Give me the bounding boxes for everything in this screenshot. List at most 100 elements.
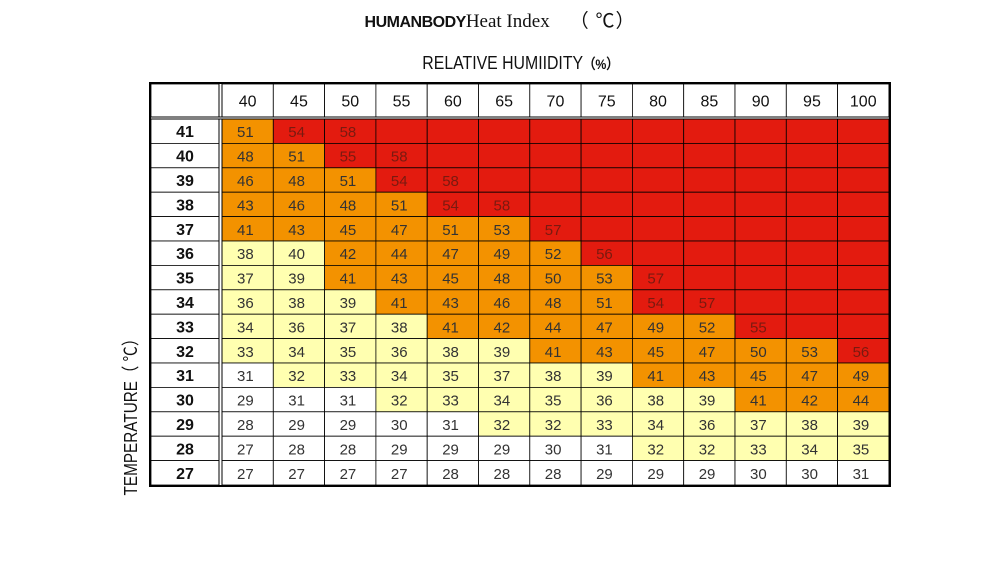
column-header-cell <box>734 83 787 118</box>
cell-value: 38 <box>647 393 664 410</box>
cell-value: 57 <box>699 295 716 312</box>
cell-value: 38 <box>801 417 818 434</box>
cell-value: 54 <box>288 124 305 141</box>
cell-value: 33 <box>340 368 357 385</box>
cell-value: 43 <box>391 271 408 288</box>
y-tick-label: 36 <box>176 246 194 263</box>
cell-value: 39 <box>340 295 357 312</box>
cell-value: 29 <box>237 393 254 410</box>
row-header-cell <box>150 313 220 340</box>
cell-value: 33 <box>237 344 254 361</box>
heat-cell <box>734 240 787 266</box>
cell-value: 48 <box>288 173 305 190</box>
cell-value: 49 <box>647 319 664 336</box>
heat-cell <box>734 362 787 388</box>
cell-value: 32 <box>699 441 716 458</box>
y-tick-label: 35 <box>176 271 194 288</box>
cell-value: 38 <box>237 246 254 263</box>
cell-value: 43 <box>237 197 254 214</box>
heat-cell <box>580 118 633 144</box>
column-header-cell <box>785 83 838 118</box>
cell-value: 34 <box>494 393 511 410</box>
heat-cell <box>529 191 582 217</box>
cell-value: 28 <box>288 441 305 458</box>
cell-value: 49 <box>853 368 870 385</box>
heat-cell <box>272 216 325 242</box>
heat-cell <box>221 386 274 413</box>
heat-cell <box>683 435 736 462</box>
heat-cell <box>837 240 890 266</box>
heat-cell <box>221 435 274 462</box>
heat-cell <box>580 240 633 266</box>
cell-value: 57 <box>545 222 562 239</box>
cell-value: 30 <box>391 417 408 434</box>
heat-cell <box>529 435 582 462</box>
heat-cell <box>324 386 377 413</box>
x-tick-label: 75 <box>598 94 616 111</box>
heat-cell <box>272 118 325 144</box>
cell-value: 55 <box>340 149 357 166</box>
heat-cell <box>785 167 838 193</box>
y-tick-label: 37 <box>176 222 194 239</box>
heat-cell <box>632 264 685 291</box>
heat-cell <box>785 411 838 437</box>
cell-value: 53 <box>494 222 511 239</box>
row-header-cell <box>150 362 220 388</box>
column-header-cell <box>837 83 890 118</box>
cell-value: 51 <box>596 295 613 312</box>
cell-value: 48 <box>340 197 357 214</box>
heat-cell <box>221 411 274 437</box>
row-header-cell <box>150 411 220 437</box>
heat-cell <box>785 435 838 462</box>
heat-cell <box>837 142 890 169</box>
cell-value: 29 <box>596 466 613 483</box>
cell-value: 34 <box>647 417 664 434</box>
cell-value: 51 <box>340 173 357 190</box>
x-tick-label: 80 <box>649 94 667 111</box>
heat-cell <box>734 191 787 217</box>
y-tick-label: 32 <box>176 344 194 361</box>
y-tick-label: 28 <box>176 441 194 458</box>
heat-cell <box>478 460 531 486</box>
cell-value: 27 <box>391 466 408 483</box>
x-tick-label: 45 <box>290 94 308 111</box>
heat-cell <box>580 167 633 193</box>
heat-cell <box>221 362 274 388</box>
heat-cell <box>324 289 377 315</box>
cell-value: 47 <box>801 368 818 385</box>
cell-value: 51 <box>442 222 459 239</box>
heat-cell <box>837 216 890 242</box>
heat-cell <box>683 167 736 193</box>
y-tick-label: 31 <box>176 368 194 385</box>
cell-value: 29 <box>340 417 357 434</box>
cell-value: 34 <box>801 441 818 458</box>
heat-cell <box>272 435 325 462</box>
cell-value: 46 <box>237 173 254 190</box>
y-tick-label: 40 <box>176 149 194 166</box>
cell-value: 41 <box>340 271 357 288</box>
cell-value: 31 <box>237 368 254 385</box>
cell-value: 44 <box>391 246 408 263</box>
cell-value: 31 <box>288 393 305 410</box>
x-tick-label: 65 <box>495 94 513 111</box>
heat-cell <box>632 191 685 217</box>
cell-value: 36 <box>391 344 408 361</box>
cell-value: 47 <box>442 246 459 263</box>
heat-cell <box>632 386 685 413</box>
heat-cell <box>734 386 787 413</box>
heat-cell <box>734 167 787 193</box>
heat-cell <box>221 289 274 315</box>
heat-cell <box>785 313 838 340</box>
heat-cell <box>580 216 633 242</box>
cell-value: 43 <box>442 295 459 312</box>
x-axis-label-text: RELATIVE HUMIIDITY <box>422 53 584 73</box>
cell-value: 34 <box>237 319 254 336</box>
heat-cell <box>580 411 633 437</box>
cell-value: 41 <box>647 368 664 385</box>
cell-value: 37 <box>340 319 357 336</box>
cell-value: 58 <box>494 197 511 214</box>
cell-value: 30 <box>801 466 818 483</box>
heat-cell <box>734 216 787 242</box>
heat-cell <box>426 191 479 217</box>
cell-value: 45 <box>647 344 664 361</box>
